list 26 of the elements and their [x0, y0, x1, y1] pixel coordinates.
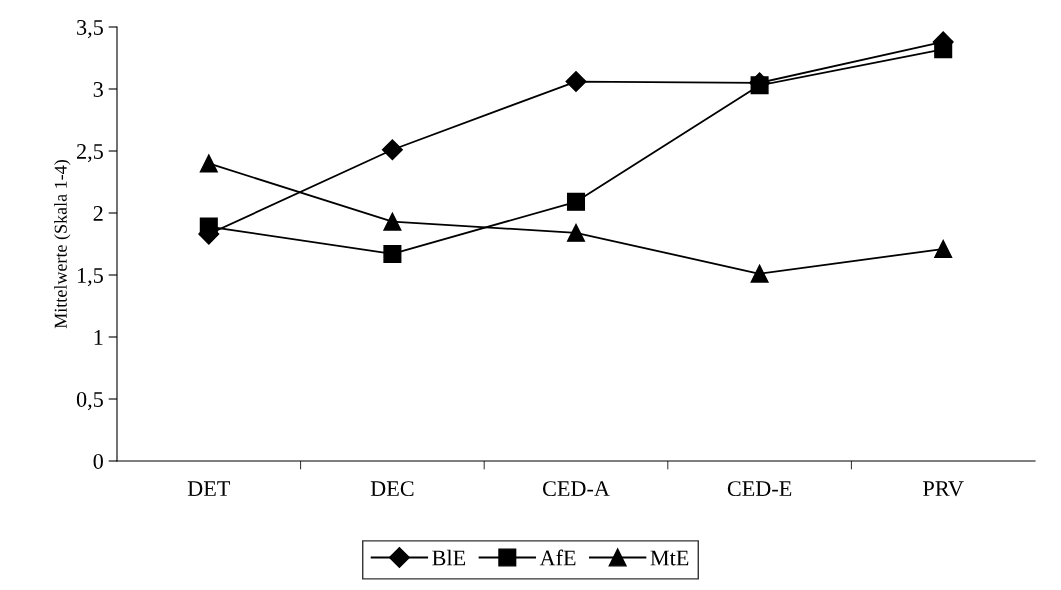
y-tick-label: 1 [94, 330, 103, 345]
x-tick-label: DET [187, 481, 231, 496]
point [381, 139, 403, 161]
point [566, 192, 586, 211]
x-tick-label: CED-E [727, 481, 792, 497]
x-tick-label: DEC [370, 481, 414, 497]
point [565, 71, 587, 93]
y-tick-label: 2 [93, 205, 103, 221]
point [750, 264, 769, 283]
point [934, 239, 953, 258]
y-tick-label: 2,5 [77, 143, 103, 163]
x-tick-label: PRV [923, 481, 964, 497]
point [566, 223, 586, 242]
y-tick-label: 1,5 [77, 268, 103, 287]
legend-label: AfE [539, 549, 576, 566]
legend-label: MtE [650, 550, 689, 566]
y-tick-label: 3 [93, 81, 103, 97]
point [383, 244, 402, 263]
x-tick-label: CED-A [542, 481, 610, 497]
y-axis-title: Mittelwerte (Skala 1-4) [54, 160, 71, 329]
y-tick-label: 3,5 [77, 19, 103, 39]
legend-label: BlE [432, 549, 466, 566]
y-tick-label: 0 [93, 453, 103, 469]
point [199, 154, 218, 173]
point [383, 212, 402, 231]
y-tick-label: 0,5 [76, 391, 103, 411]
